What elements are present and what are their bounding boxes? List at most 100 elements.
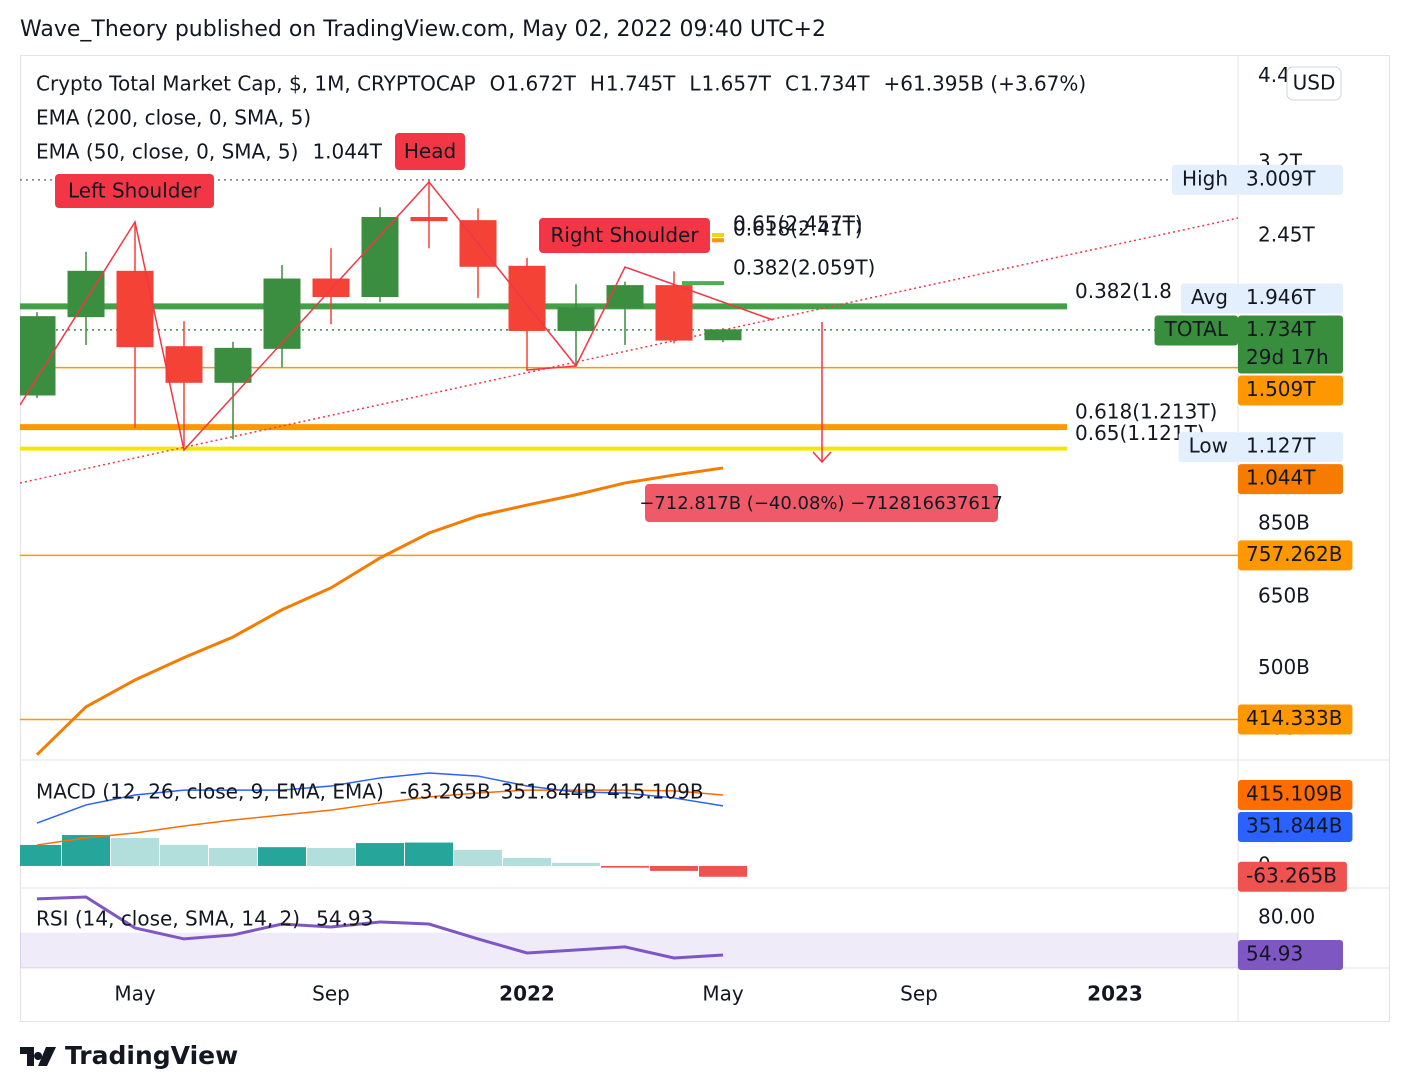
- histogram-bar: [699, 865, 747, 877]
- y-tick-label: 80.00: [1258, 904, 1315, 928]
- price-tag-name-box: [1154, 315, 1238, 346]
- header: Wave_Theory published on TradingView.com…: [20, 17, 826, 42]
- y-tick-label: 850B: [1258, 510, 1310, 534]
- brand: TradingView: [65, 1041, 238, 1070]
- legend-value: 1.657T: [702, 72, 772, 96]
- fib-label: 0.65(2.457T): [733, 211, 863, 235]
- price-tag-value: 1.509T: [1246, 377, 1316, 401]
- x-tick-label: 2022: [499, 982, 555, 1006]
- candle-body: [263, 278, 301, 349]
- legend-value: 351.844B: [501, 780, 597, 804]
- price-tag-value: 757.262B: [1246, 542, 1342, 566]
- price-tag-value: -63.265B: [1246, 863, 1337, 887]
- histogram-bar: [111, 837, 159, 866]
- fib-label: 0.618(2.41T): [733, 217, 863, 241]
- macd-line: [36, 772, 724, 824]
- y-tick-label: 500B: [1258, 655, 1310, 679]
- candle-body: [410, 217, 448, 222]
- legend-value: 1.044T: [312, 140, 382, 164]
- histogram-bar: [160, 844, 208, 866]
- overlay: 0.382(1.80.618(1.213T)0.65(1.121T)0.65(2…: [36, 66, 1353, 970]
- y-tick-label: 650B: [1258, 583, 1310, 607]
- neckline: [526, 365, 577, 371]
- price-tag-name-box: [1172, 164, 1238, 195]
- rsi-line: [36, 895, 724, 960]
- signal-line: [36, 789, 724, 846]
- candle-body: [116, 270, 154, 348]
- histogram-bar: [650, 865, 698, 871]
- candle-body: [361, 217, 399, 297]
- measure-label: −712.817B (−40.08%) −712816637617: [639, 493, 1003, 514]
- price-tag: [1238, 939, 1343, 970]
- price-tag-name: Avg: [1191, 285, 1228, 309]
- price-tag-value: 351.844B: [1246, 814, 1342, 838]
- logo-icon: [20, 1047, 56, 1066]
- price-tag-name: Low: [1189, 434, 1228, 458]
- legend-value: -63.265B: [400, 780, 491, 804]
- x-tick-label: Sep: [312, 982, 350, 1006]
- price-tag-value: 3.009T: [1246, 166, 1316, 190]
- candle-body: [557, 307, 595, 331]
- rsi-pane: [20, 895, 1238, 968]
- legend-title: MACD (12, 26, close, 9, EMA, EMA): [36, 780, 384, 804]
- fib-label: 0.618(1.213T): [1075, 400, 1217, 424]
- fib-label: 0.382(2.059T): [733, 256, 875, 280]
- price-tag-value: 414.333B: [1246, 706, 1342, 730]
- price-tag-value: 54.93: [1246, 941, 1303, 965]
- x-tick-label: 2023: [1087, 982, 1143, 1006]
- histogram-bar: [307, 848, 355, 866]
- price-tag: [1238, 812, 1353, 843]
- measure-arrowhead: [812, 451, 832, 464]
- x-tick-label: Sep: [900, 982, 938, 1006]
- candle-body: [606, 285, 644, 309]
- price-tag-name-box: [1178, 432, 1238, 463]
- main-pane: [20, 179, 1238, 756]
- candle-body: [312, 278, 350, 297]
- annotation-box: [395, 133, 465, 170]
- histogram-bar: [209, 848, 257, 866]
- logo: [20, 1047, 56, 1066]
- price-tag: [1238, 861, 1347, 892]
- legend-key: C: [785, 72, 799, 96]
- legend-key: H: [590, 72, 605, 96]
- price-tag-value: 1.127T: [1246, 434, 1316, 458]
- legend-value: 1.745T: [606, 72, 676, 96]
- price-tag: [1238, 375, 1343, 406]
- candle-body: [655, 285, 693, 341]
- macd-pane: [20, 772, 747, 877]
- annotation: Left Shoulder: [68, 179, 202, 203]
- legend-title: RSI (14, close, SMA, 14, 2): [36, 907, 300, 931]
- annotation-box: [55, 174, 214, 208]
- price-tag-value: 1.044T: [1246, 466, 1316, 490]
- histogram-bar: [258, 847, 306, 866]
- annotation: Head: [404, 139, 456, 163]
- histogram-bar: [20, 844, 61, 866]
- price-tag: [1238, 283, 1343, 314]
- frame: [20, 55, 1390, 1022]
- x-tick-label: May: [114, 982, 156, 1006]
- price-tag-name-box: [1180, 283, 1238, 314]
- price-tag: [1238, 164, 1343, 195]
- legend-key: L: [689, 72, 701, 96]
- price-tag-name: High: [1182, 166, 1228, 190]
- legend-value: 54.93: [316, 907, 373, 931]
- legend-title: Crypto Total Market Cap, $, 1M, CRYPTOCA…: [36, 72, 476, 96]
- candle-body: [165, 346, 203, 383]
- histogram-bar: [454, 849, 502, 866]
- candle-body: [704, 329, 742, 341]
- histogram-bar: [356, 843, 404, 866]
- price-tag: [1238, 464, 1343, 495]
- price-tag: [1238, 540, 1353, 571]
- ema-line: [35, 466, 724, 756]
- candle-body: [67, 270, 105, 318]
- rsi-band: [20, 932, 1238, 968]
- legend-indicator: EMA (50, close, 0, SMA, 5): [36, 140, 298, 164]
- candle-body: [214, 347, 252, 383]
- legend-value: 415.109B: [607, 780, 703, 804]
- histogram-bar: [601, 865, 649, 868]
- legend-key: O: [490, 72, 506, 96]
- price-tag-value: 1.946T: [1246, 285, 1316, 309]
- legend-change: +61.395B (+3.67%): [883, 72, 1086, 96]
- histogram-bar: [552, 862, 600, 866]
